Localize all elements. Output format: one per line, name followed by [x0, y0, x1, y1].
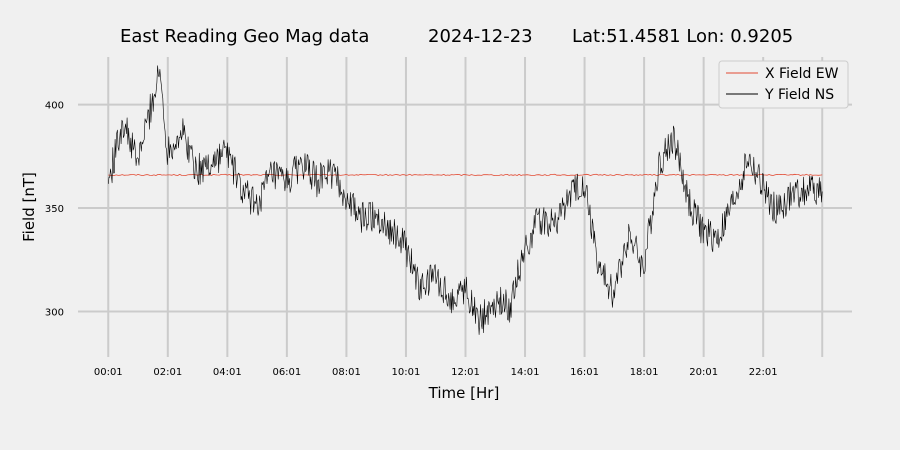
x-tick-label: 12:01 [451, 367, 480, 378]
x-tick-label: 08:01 [332, 367, 361, 378]
x-tick-label: 06:01 [272, 367, 301, 378]
x-tick-label: 16:01 [570, 367, 599, 378]
chart-title: East Reading Geo Mag data 2024-12-23 Lat… [120, 26, 793, 47]
x-tick-label: 00:01 [94, 367, 123, 378]
title-coords: Lat:51.4581 Lon: 0.9205 [572, 26, 793, 47]
legend-label-y-field: Y Field NS [764, 87, 834, 103]
x-tick-label: 18:01 [630, 367, 659, 378]
y-tick-label: 350 [45, 204, 64, 215]
x-tick-label: 04:01 [213, 367, 242, 378]
y-tick-label: 300 [45, 307, 64, 318]
legend: X Field EW Y Field NS [718, 60, 849, 109]
legend-label-x-field: X Field EW [765, 66, 839, 82]
y-tick-label: 400 [45, 101, 64, 112]
y-axis-label: Field [nT] [20, 172, 38, 242]
x-tick-label: 20:01 [689, 367, 718, 378]
x-tick-label: 22:01 [749, 367, 778, 378]
x-tick-label: 14:01 [511, 367, 540, 378]
y-axis-ticks: 300 350 400 [45, 101, 64, 319]
series-line-x-field [108, 173, 823, 176]
x-tick-label: 10:01 [392, 367, 421, 378]
title-date: 2024-12-23 [428, 26, 533, 47]
title-main: East Reading Geo Mag data [120, 26, 369, 47]
series-line-y-field [108, 65, 823, 335]
x-axis-label: Time [Hr] [428, 384, 500, 402]
x-tick-label: 02:01 [153, 367, 182, 378]
series-lines [108, 65, 823, 335]
x-axis-ticks: 00:01 02:01 04:01 06:01 08:01 10:01 12:01 14:01… [94, 367, 778, 378]
